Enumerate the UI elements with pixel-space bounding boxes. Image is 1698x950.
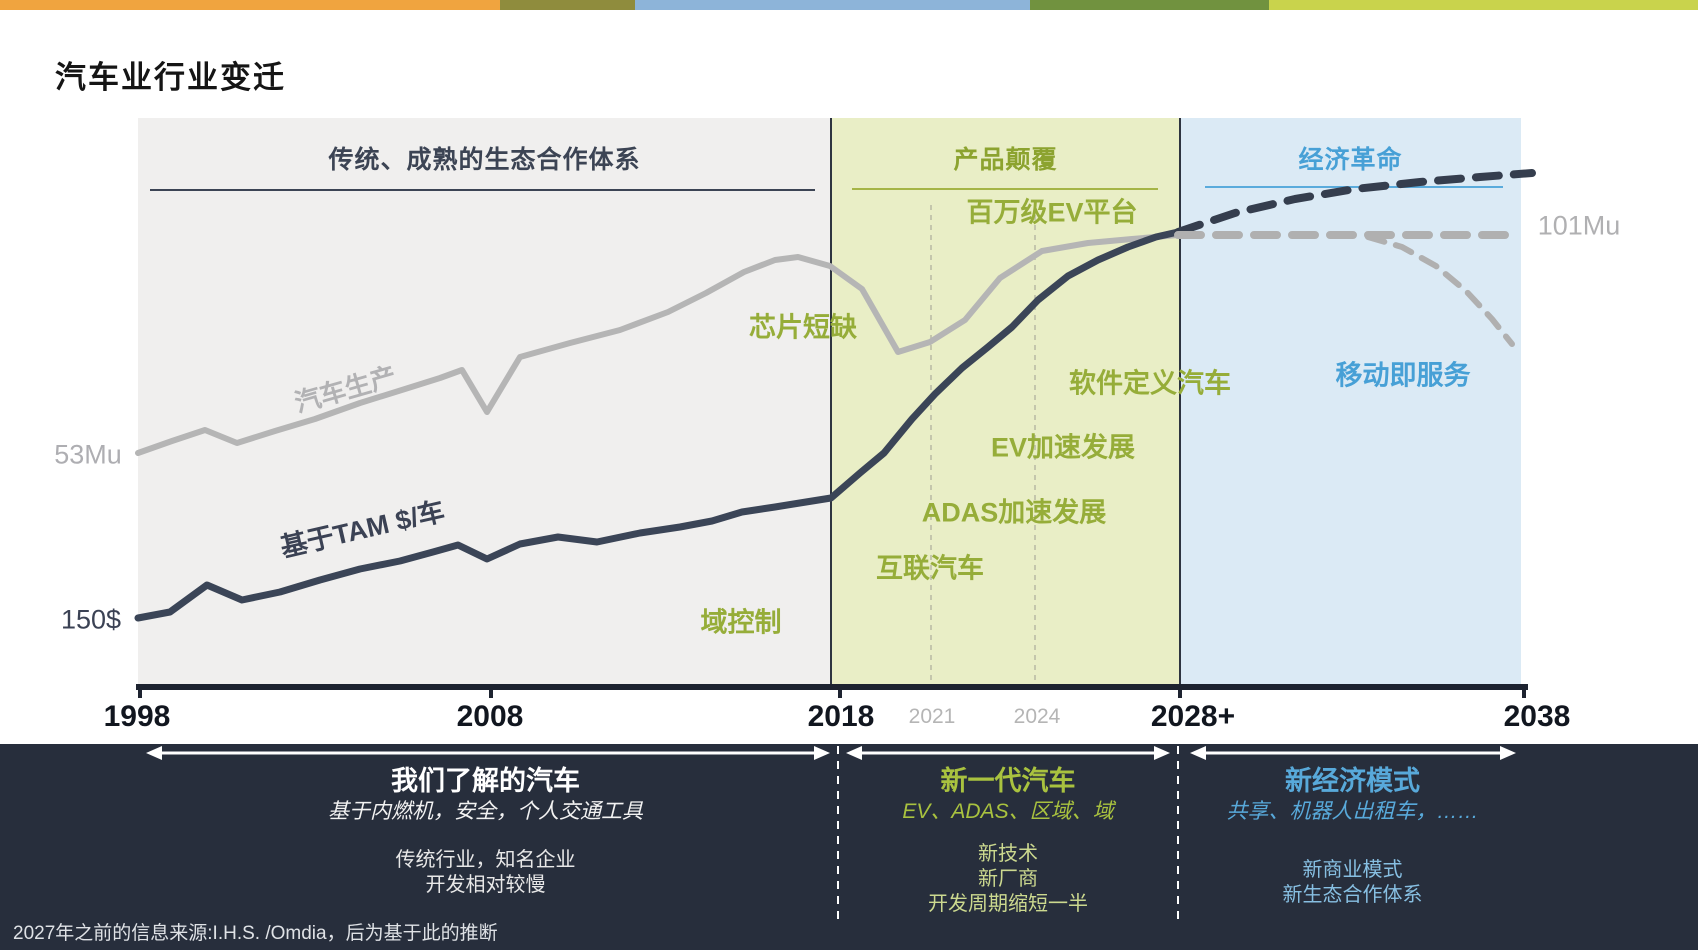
era-title: 新一代汽车	[940, 766, 1076, 796]
x-tick-label-2018: 2018	[807, 700, 875, 733]
era-detail-line: 新生态合作体系	[1282, 884, 1423, 906]
label-53mu: 53Mu	[54, 439, 122, 470]
label-connected-car: 互联汽车	[876, 553, 984, 584]
era-subtitle: EV、ADAS、区域、域	[902, 800, 1114, 823]
top-accent-bar	[0, 0, 1698, 10]
zone-underline-economic-revolution	[1205, 186, 1503, 188]
zone-underline-product-disruption	[852, 188, 1158, 190]
era-band	[0, 744, 1698, 950]
era-details: 新商业模式新生态合作体系	[1185, 858, 1520, 908]
era-subtitle: 基于内燃机，安全，个人交通工具	[328, 800, 643, 823]
label-sdv: 软件定义汽车	[1069, 368, 1231, 399]
page-title: 汽车业行业变迁	[55, 60, 286, 95]
era-detail-line: 传统行业，知名企业	[395, 849, 576, 871]
era-detail-line: 新技术	[978, 843, 1038, 865]
era-detail-line: 新商业模式	[1302, 859, 1403, 881]
era-section-new-economy: 新经济模式 共享、机器人出租车，…… 新商业模式新生态合作体系	[1185, 764, 1520, 908]
accent-green	[1030, 0, 1269, 10]
accent-orange	[0, 0, 500, 10]
era-detail-line: 新厂商	[978, 868, 1038, 890]
accent-yellowgreen	[1269, 0, 1698, 10]
era-subtitle: 共享、机器人出租车，……	[1226, 800, 1479, 823]
era-details: 传统行业，知名企业 开发相对较慢	[138, 848, 833, 898]
zone-underline-traditional	[150, 189, 815, 191]
label-101mu: 101Mu	[1537, 210, 1621, 241]
era-title: 新经济模式	[1285, 766, 1420, 796]
x-tick-label-2028+: 2028+	[1150, 700, 1236, 733]
x-tick-label-2021: 2021	[908, 705, 956, 728]
era-section-next-gen: 新一代汽车 EV、ADAS、区域、域 新技术新厂商开发周期缩短一半	[843, 764, 1173, 917]
zone-header-traditional: 传统、成熟的生态合作体系	[328, 146, 641, 174]
x-tick-label-1998: 1998	[103, 700, 171, 733]
accent-olive	[500, 0, 635, 10]
zone-header-product-disruption: 产品颠覆	[953, 146, 1058, 174]
era-details: 新技术新厂商开发周期缩短一半	[843, 842, 1173, 917]
zone-economic-revolution	[1180, 118, 1521, 687]
label-maas: 移动即服务	[1335, 360, 1471, 391]
label-adas: ADAS加速发展	[921, 497, 1107, 528]
label-chip-shortage: 芯片短缺	[749, 312, 857, 343]
accent-blue	[635, 0, 1030, 10]
label-ev: EV加速发展	[990, 432, 1136, 463]
era-detail-line: 开发周期缩短一半	[928, 893, 1088, 915]
era-title: 我们了解的汽车	[391, 766, 580, 796]
label-domain-control: 域控制	[700, 607, 782, 638]
x-tick-label-2008: 2008	[456, 700, 524, 733]
era-detail-line: 开发相对较慢	[425, 874, 546, 896]
zone-header-economic-revolution: 经济革命	[1298, 146, 1403, 174]
source-note: 2027年之前的信息来源:I.H.S. /Omdia，后为基于此的推断	[13, 923, 498, 944]
label-150d: 150$	[60, 604, 122, 635]
label-million-ev: 百万级EV平台	[966, 197, 1138, 228]
x-tick-label-2038: 2038	[1503, 700, 1571, 733]
x-tick-label-2024: 2024	[1013, 705, 1061, 728]
era-section-known-cars: 我们了解的汽车 基于内燃机，安全，个人交通工具 传统行业，知名企业 开发相对较慢	[138, 764, 833, 898]
